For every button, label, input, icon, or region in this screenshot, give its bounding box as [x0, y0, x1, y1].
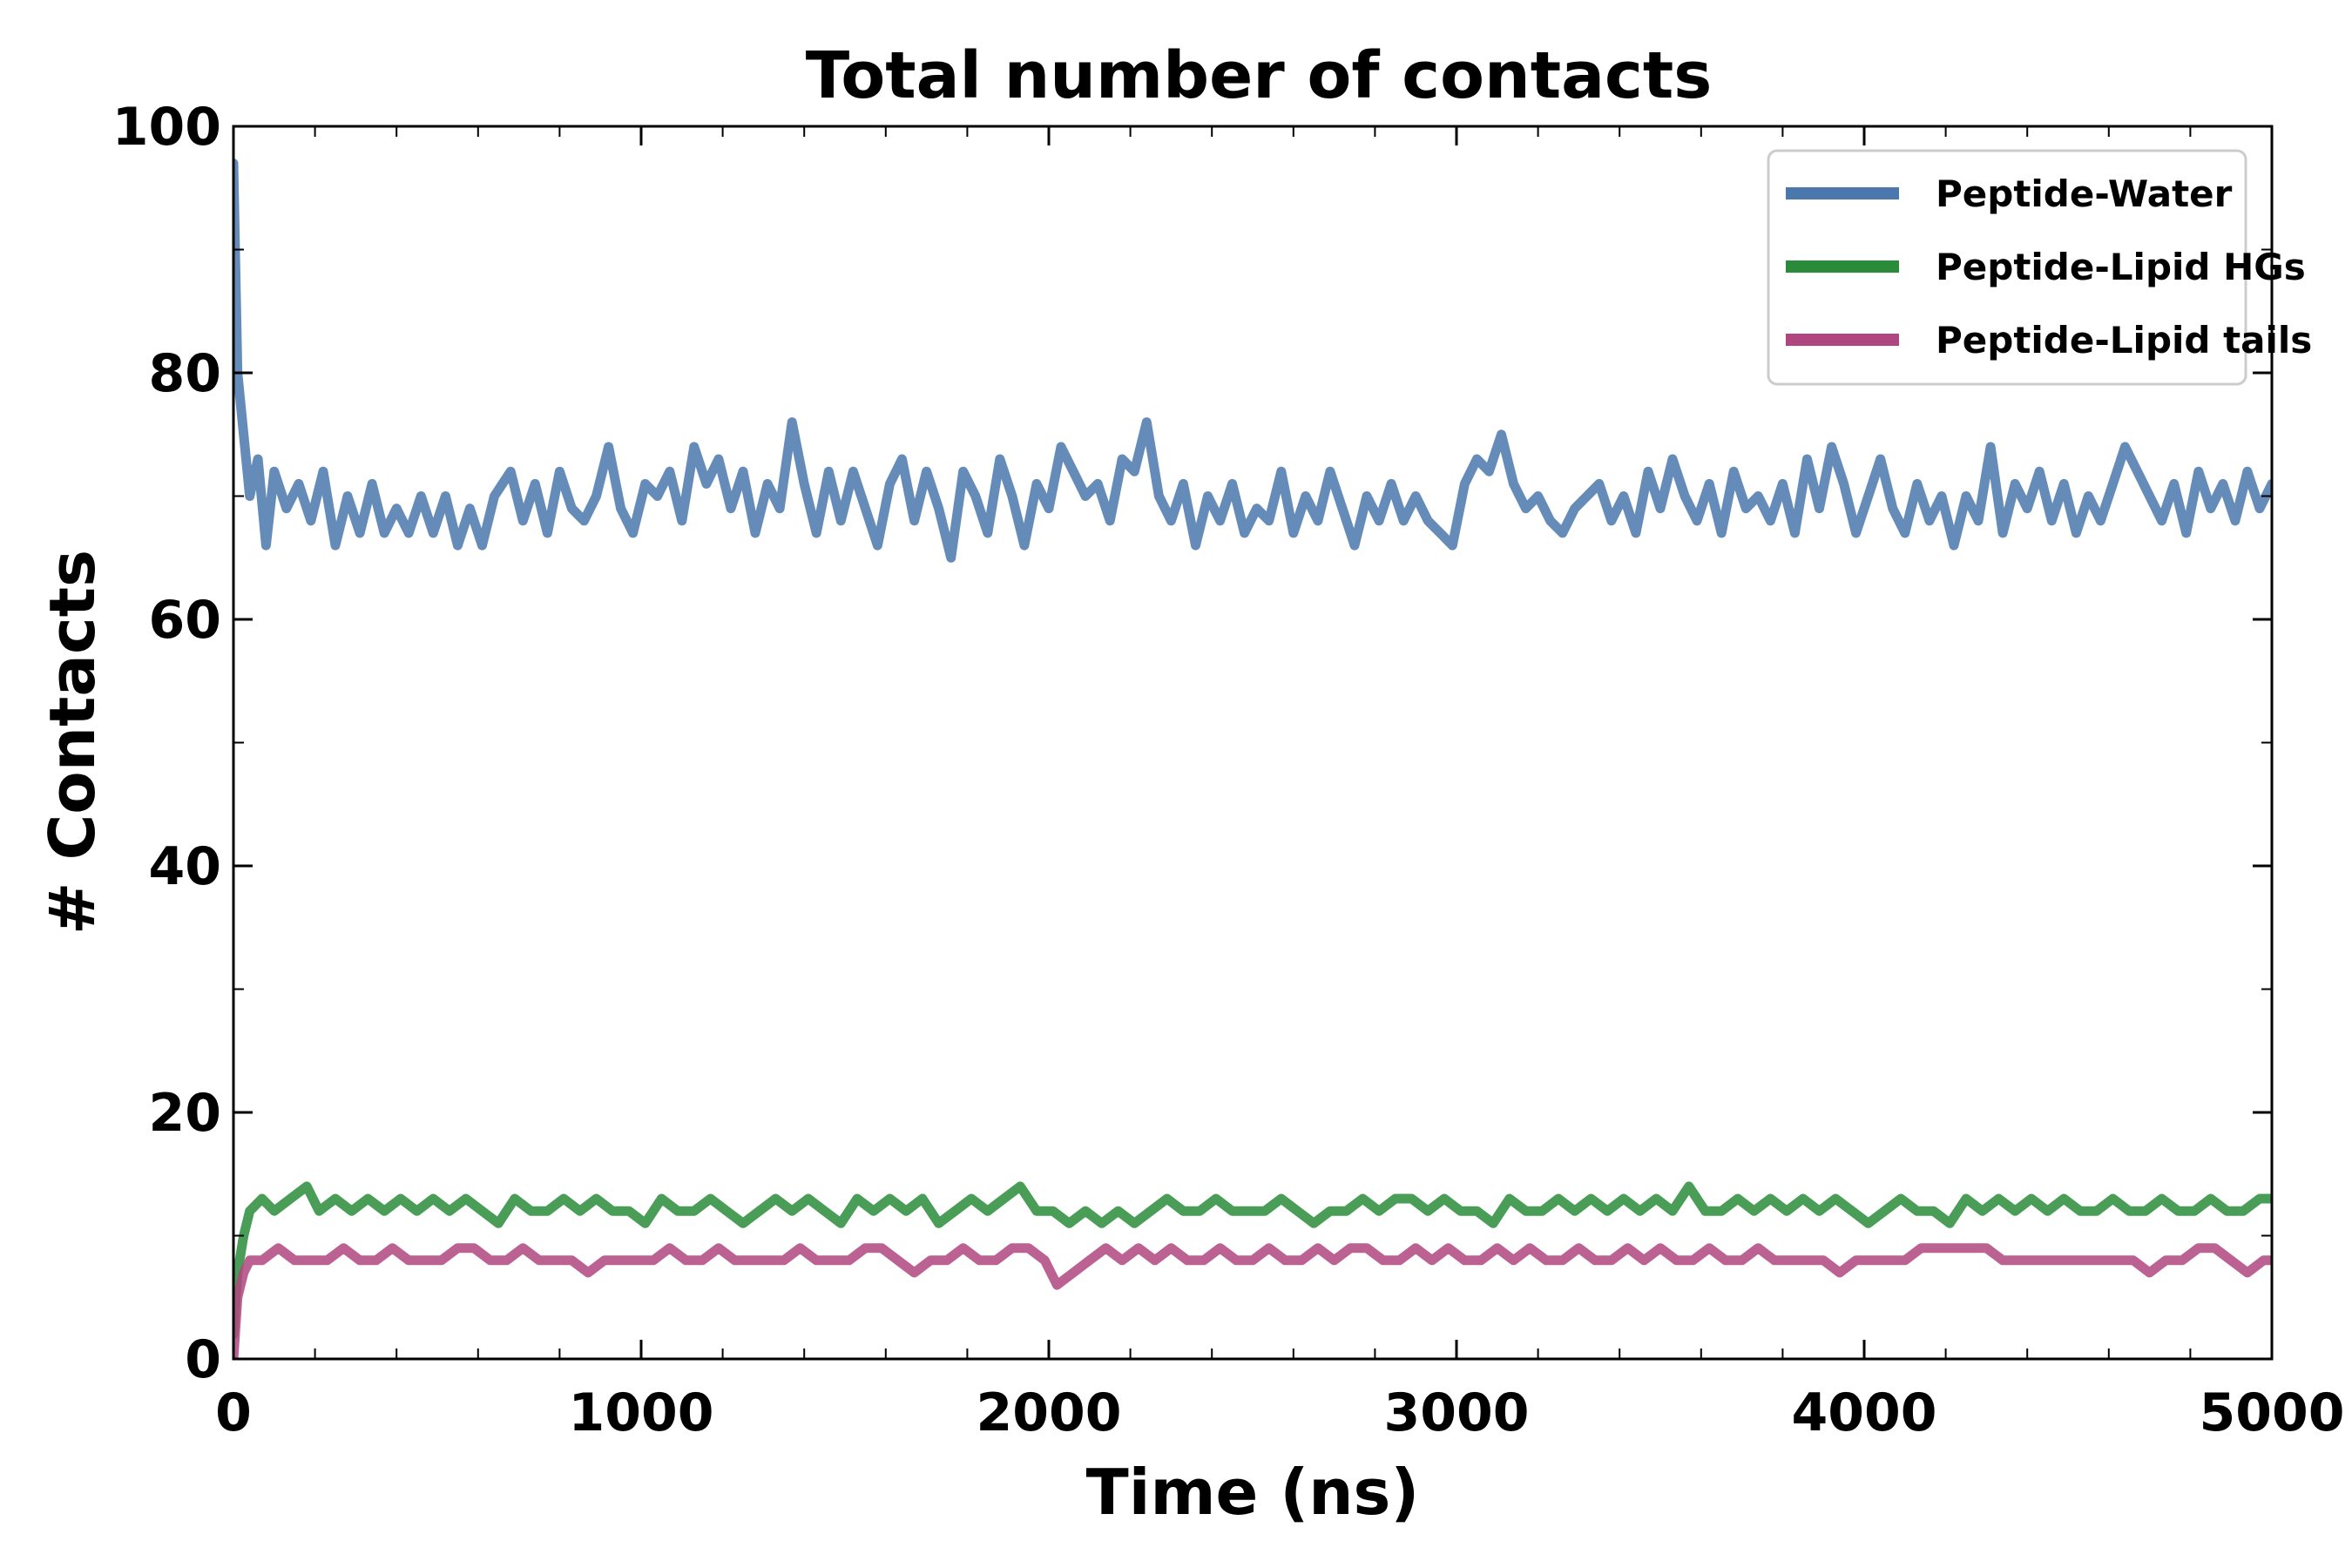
y-tick-label: 100 — [112, 97, 221, 158]
y-tick-label: 40 — [149, 836, 222, 897]
x-tick-label: 5000 — [2200, 1382, 2345, 1443]
x-axis-label: Time (ns) — [1086, 1456, 1420, 1529]
x-tick-label: 0 — [215, 1382, 252, 1443]
y-tick-label: 20 — [149, 1083, 222, 1144]
legend-box — [1767, 149, 2247, 386]
series-layer — [233, 159, 2272, 1359]
x-tick-label: 4000 — [1792, 1382, 1937, 1443]
legend-items: Peptide-Water Peptide-Lipid HGs Peptide-Li… — [1786, 172, 2312, 362]
series-line-2 — [233, 1181, 2272, 1340]
tick-layer: 0 1000 2000 3000 4000 5000 0 20 40 60 80 100 — [112, 97, 2345, 1443]
y-tick-label: 80 — [149, 343, 222, 404]
x-tick-label: 1000 — [569, 1382, 714, 1443]
legend-label-1: Peptide-Water — [1936, 172, 2233, 215]
chart-title: Total number of contacts — [806, 38, 1713, 113]
y-tick-label: 0 — [185, 1329, 221, 1390]
x-tick-label: 2000 — [977, 1382, 1122, 1443]
x-tick-label: 3000 — [1384, 1382, 1530, 1443]
legend: Peptide-Water Peptide-Lipid HGs Peptide-Li… — [1767, 149, 2312, 386]
legend-label-2: Peptide-Lipid HGs — [1936, 246, 2306, 288]
legend-label-3: Peptide-Lipid tails — [1936, 319, 2312, 362]
plot-area — [233, 159, 2272, 1359]
y-tick-label: 60 — [149, 590, 222, 651]
series-line-3 — [233, 1243, 2272, 1359]
series-line-1 — [233, 159, 2272, 563]
y-axis-label: # Contacts — [36, 550, 109, 935]
